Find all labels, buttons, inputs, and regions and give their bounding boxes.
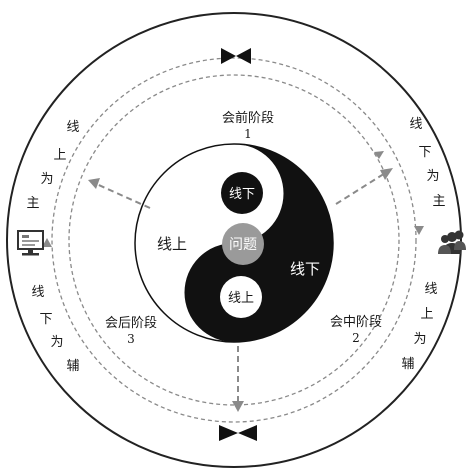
inner-dashed-orbit (68, 74, 400, 406)
bowtie-icon-top (221, 48, 251, 64)
ring-upper-right-label: 线 下 为 主 (409, 117, 445, 209)
connector-to-pre-mid (335, 169, 391, 205)
stage-mid-number: 2 (352, 331, 360, 345)
ring-char: 上 (420, 307, 433, 322)
black-dot-label: 线下 (229, 187, 255, 202)
ring-char: 为 (50, 335, 63, 350)
ring-char: 上 (53, 148, 66, 163)
stage-pre-name: 会前阶段 (222, 110, 274, 126)
ring-upper-left-label: 线 上 为 主 (26, 120, 79, 211)
stage-pre-number: 1 (244, 127, 252, 141)
computer-monitor-icon (17, 230, 44, 256)
ring-char: 线 (31, 285, 44, 300)
ring-char: 主 (432, 194, 445, 209)
arrowhead-bottom (232, 401, 244, 412)
white-dot-label: 线上 (228, 291, 254, 306)
arrowhead-upper-left (88, 178, 100, 189)
outer-ring (6, 12, 462, 468)
stage-post-name: 会后阶段 (105, 316, 157, 331)
ring-char: 为 (413, 332, 426, 347)
arrowhead-orbit-right-top (374, 151, 384, 159)
ring-lower-right-label: 线 上 为 辅 (401, 282, 437, 372)
stage-post-number: 3 (127, 332, 135, 346)
ring-char: 辅 (66, 359, 79, 374)
stage-mid-name: 会中阶段 (330, 315, 382, 330)
arrowhead-upper-right (380, 168, 393, 180)
center-problem-circle (222, 223, 264, 265)
ring-char: 线 (409, 117, 422, 132)
black-half-label: 线下 (290, 260, 320, 278)
people-group-icon (438, 230, 466, 254)
arrowhead-orbit-left (42, 238, 52, 247)
white-dot (220, 276, 262, 318)
black-dot (221, 172, 263, 214)
center-problem-label: 问题 (229, 237, 257, 253)
ring-char: 主 (26, 196, 39, 211)
yinyang-symbol (134, 143, 334, 343)
connector-to-post (91, 181, 151, 209)
white-half-label: 线上 (157, 235, 187, 253)
ring-char: 下 (39, 312, 52, 327)
stage-connectors (91, 169, 391, 404)
bowtie-icon-bottom (219, 425, 257, 441)
ring-char: 线 (424, 282, 437, 297)
ring-char: 线 (66, 120, 79, 135)
ring-char: 为 (426, 169, 439, 184)
ring-lower-left-label: 线 下 为 辅 (31, 285, 79, 374)
arrowheads (42, 151, 424, 412)
ring-char: 辅 (401, 357, 414, 372)
ring-char: 为 (40, 172, 53, 187)
ring-char: 下 (418, 145, 431, 160)
arrowhead-orbit-right (414, 226, 424, 235)
outer-dashed-orbit (51, 57, 417, 423)
